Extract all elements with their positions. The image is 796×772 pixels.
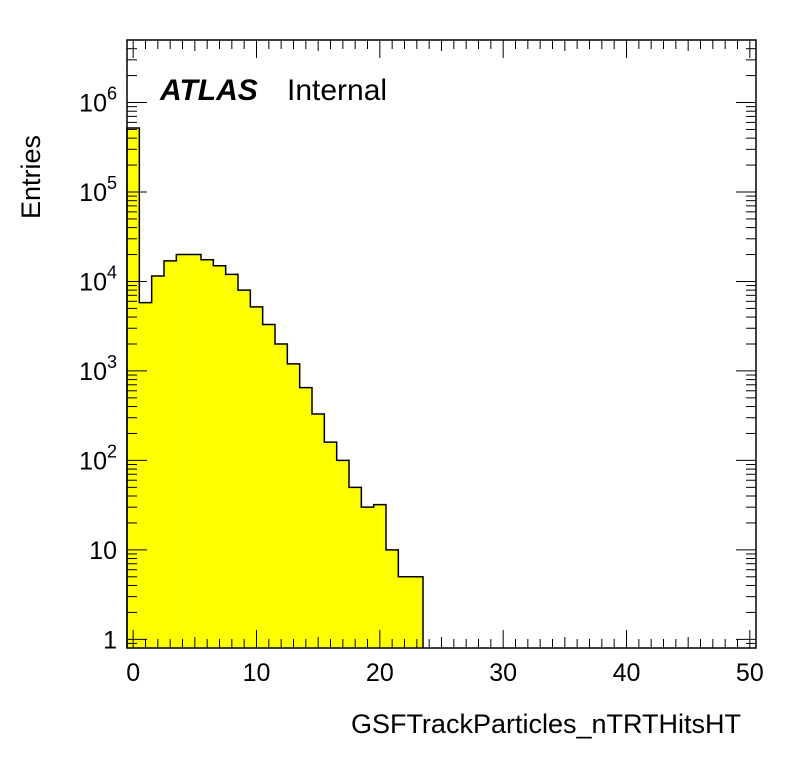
histogram-bar — [299, 387, 312, 648]
histogram-bar — [176, 254, 189, 648]
y-tick-label-base: 10 — [79, 90, 107, 118]
histogram-bar — [225, 274, 238, 648]
histogram-bar — [275, 344, 288, 648]
x-tick-label: 20 — [366, 659, 394, 687]
histogram-bar — [127, 127, 140, 648]
internal-label: Internal — [287, 74, 387, 107]
y-tick-label-base: 10 — [79, 447, 107, 475]
y-tick-label-exponent: 5 — [107, 173, 117, 193]
y-tick-label: 103 — [79, 352, 117, 386]
histogram-bars — [127, 127, 423, 648]
y-tick-label: 106 — [79, 84, 117, 118]
histogram-bar — [312, 414, 325, 648]
atlas-label: ATLAS — [159, 74, 258, 107]
x-axis-ticks — [132, 40, 751, 648]
y-tick-label: 10 — [89, 537, 117, 565]
histogram-bar — [336, 460, 349, 648]
y-tick-label-base: 10 — [79, 179, 107, 207]
y-tick-label: 1 — [103, 626, 117, 654]
y-tick-label-base: 1 — [103, 626, 117, 654]
histogram-bar — [324, 442, 337, 648]
y-tick-label-exponent: 6 — [107, 84, 117, 104]
histogram-bar — [151, 276, 164, 648]
x-axis-title: GSFTrackParticles_nTRTHitsHT — [351, 709, 741, 739]
histogram-outline — [126, 127, 424, 648]
histogram-bar — [250, 306, 263, 648]
y-tick-label: 105 — [79, 173, 117, 207]
x-tick-label: 30 — [489, 659, 517, 687]
histogram-bar — [361, 507, 374, 648]
y-tick-label-base: 10 — [79, 358, 107, 386]
histogram-bar — [164, 260, 177, 648]
histogram-bar — [262, 324, 275, 648]
y-axis-ticks — [127, 39, 756, 649]
histogram-bar — [373, 504, 386, 648]
y-tick-label: 104 — [79, 262, 117, 296]
y-tick-label-base: 10 — [79, 268, 107, 296]
histogram-bar — [213, 265, 226, 648]
histogram-bar — [201, 259, 214, 648]
histogram-bar — [188, 254, 201, 648]
x-tick-label: 50 — [736, 659, 764, 687]
x-tick-label: 0 — [126, 659, 140, 687]
histogram-bar — [349, 487, 362, 648]
y-tick-label-exponent: 3 — [107, 352, 117, 372]
x-tick-label: 40 — [613, 659, 641, 687]
histogram-bar — [238, 290, 251, 648]
x-tick-label: 10 — [243, 659, 271, 687]
y-tick-label-exponent: 4 — [107, 262, 117, 282]
x-axis-tick-labels: 0 10 20 30 40 50 — [126, 659, 764, 687]
y-tick-label-base: 10 — [89, 537, 117, 565]
y-tick-label: 102 — [79, 441, 117, 475]
histogram-bar — [386, 549, 399, 648]
y-tick-label-exponent: 2 — [107, 441, 117, 461]
y-axis-title: Entries — [16, 135, 46, 219]
histogram-bar — [139, 302, 152, 648]
histogram-bar — [287, 363, 300, 648]
histogram-bar — [410, 576, 423, 648]
histogram-bar — [398, 576, 411, 648]
